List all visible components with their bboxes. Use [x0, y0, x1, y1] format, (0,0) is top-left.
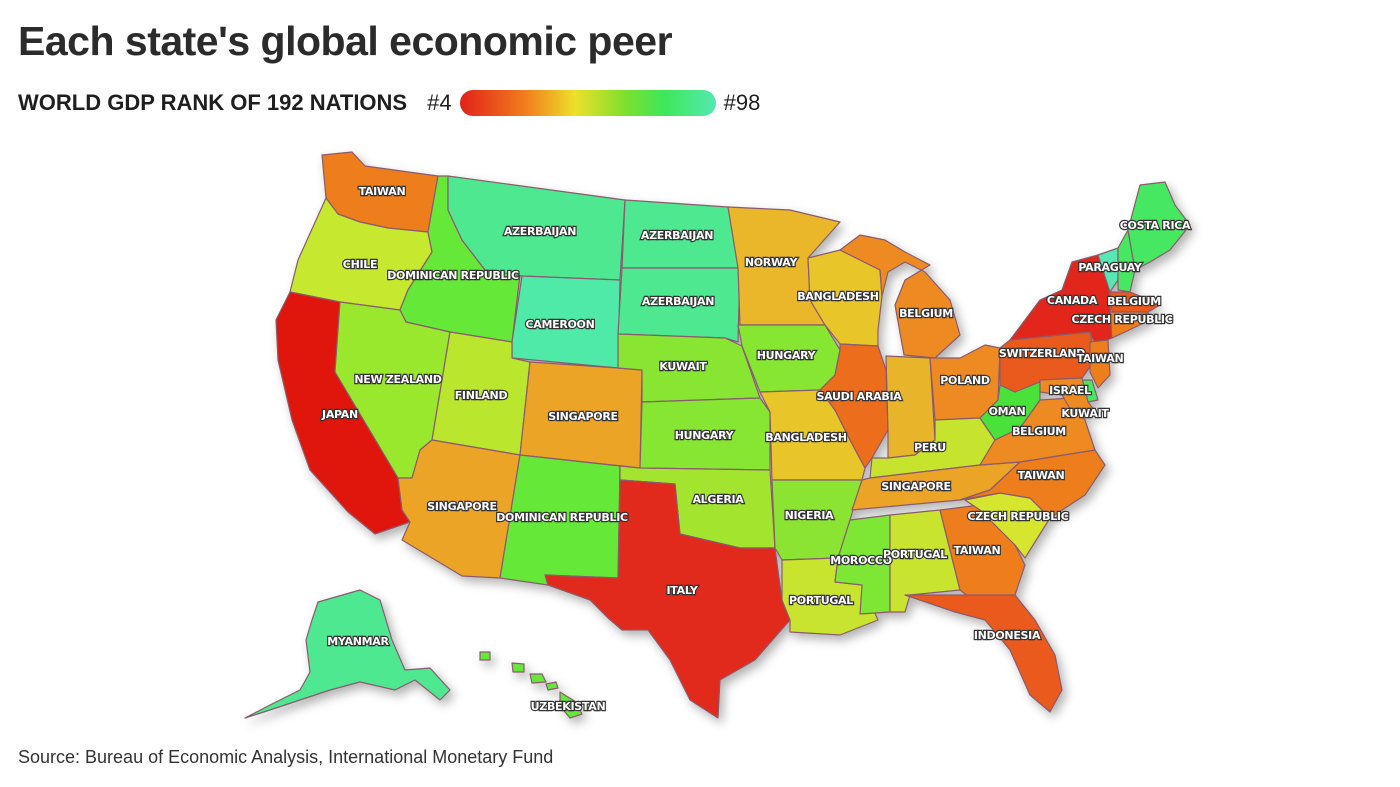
state-label-MD: KUWAIT — [1061, 407, 1109, 420]
state-label-ND: AZERBAIJAN — [641, 229, 713, 242]
state-label-LA: PORTUGAL — [789, 594, 853, 607]
state-AK — [244, 589, 451, 719]
state-label-ID: DOMINICAN REPUBLIC — [387, 269, 519, 282]
state-label-FL: INDONESIA — [974, 629, 1041, 642]
state-label-NJ: TAIWAN — [1077, 352, 1124, 365]
state-label-TN: SINGAPORE — [881, 480, 950, 493]
state-label-MI: BELGIUM — [899, 307, 953, 320]
state-label-OR: CHILE — [343, 258, 377, 271]
state-label-MO: BANGLADESH — [765, 431, 847, 444]
state-label-VA: BELGIUM — [1012, 425, 1066, 438]
state-FL — [904, 594, 1063, 713]
state-label-WY: CAMEROON — [525, 318, 594, 331]
state-label-AZ: SINGAPORE — [427, 500, 496, 513]
state-label-AL: PORTUGAL — [883, 548, 947, 561]
color-legend: WORLD GDP RANK OF 192 NATIONS #4 #98 — [18, 88, 760, 118]
legend-gradient-bar — [459, 90, 716, 116]
legend-low-label: #4 — [427, 90, 452, 115]
state-label-WI: BANGLADESH — [797, 290, 879, 303]
state-label-NV: NEW ZEALAND — [354, 373, 441, 386]
state-SD — [617, 267, 741, 343]
state-KS — [639, 397, 771, 471]
state-label-MN: NORWAY — [745, 256, 799, 269]
source-note: Source: Bureau of Economic Analysis, Int… — [18, 747, 554, 767]
state-label-PA: SWITZERLAND — [999, 347, 1085, 360]
state-TX — [544, 479, 791, 719]
state-label-DE: ISRAEL — [1049, 384, 1091, 397]
state-MD — [1039, 377, 1099, 416]
state-IL — [819, 343, 889, 469]
page-title: Each state's global economic peer — [18, 18, 673, 64]
state-label-CT: CZECH REPUBLIC — [1071, 313, 1172, 326]
legend-title: WORLD GDP RANK OF 192 NATIONS — [18, 90, 408, 115]
state-HI — [559, 691, 583, 719]
state-label-HI: UZBEKISTAN — [531, 700, 606, 713]
us-map: TAIWAN CHILE JAPAN DOMINICAN REPUBLIC NEW ZE… — [244, 151, 1193, 719]
state-label-UT: FINLAND — [455, 389, 508, 402]
state-label-NH: BELGIUM — [1107, 295, 1161, 308]
state-label-ME: COSTA RICA — [1120, 219, 1191, 232]
state-NJ — [1089, 339, 1111, 389]
state-HI-islands — [479, 651, 559, 691]
state-label-OK: ALGERIA — [692, 493, 744, 506]
state-label-WV: OMAN — [989, 405, 1026, 418]
state-label-SC: CZECH REPUBLIC — [967, 510, 1068, 523]
state-label-NE: KUWAIT — [659, 360, 707, 373]
state-CT — [1109, 311, 1151, 339]
state-label-AR: NIGERIA — [785, 509, 835, 522]
state-label-CO: SINGAPORE — [548, 410, 617, 423]
state-label-NY: CANADA — [1047, 294, 1098, 307]
state-label-TX: ITALY — [666, 584, 698, 597]
state-label-MS: MOROCCO — [830, 554, 892, 567]
state-label-GA: TAIWAN — [954, 544, 1001, 557]
state-label-IL: SAUDI ARABIA — [817, 390, 903, 403]
state-label-IN: PERU — [914, 441, 946, 454]
legend-high-label: #98 — [723, 90, 761, 115]
state-label-NM: DOMINICAN REPUBLIC — [496, 511, 628, 524]
state-label-NC: TAIWAN — [1018, 469, 1065, 482]
state-ME — [1127, 181, 1191, 271]
state-label-OH: POLAND — [940, 374, 990, 387]
state-NC — [959, 449, 1106, 519]
state-label-VT: PARAGUAY — [1078, 261, 1143, 274]
state-label-AK: MYANMAR — [327, 635, 389, 648]
state-label-SD: AZERBAIJAN — [642, 295, 714, 308]
state-label-WA: TAIWAN — [359, 185, 406, 198]
state-label-CA: JAPAN — [321, 408, 358, 421]
state-label-KS: HUNGARY — [675, 429, 735, 442]
state-label-MT: AZERBAIJAN — [504, 225, 576, 238]
state-label-IA: HUNGARY — [757, 349, 817, 362]
state-WY — [511, 275, 621, 369]
